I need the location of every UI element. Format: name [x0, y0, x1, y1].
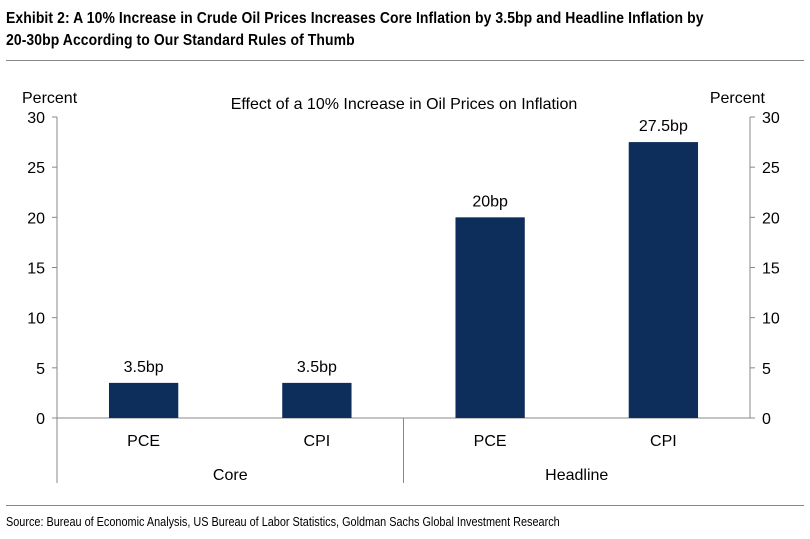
y-tick-label-left: 5	[36, 361, 45, 378]
y-tick-label-right: 5	[762, 361, 771, 378]
bar	[282, 382, 352, 418]
y-axis-label-left: Percent	[22, 90, 78, 107]
y-tick-label-left: 30	[27, 110, 45, 127]
y-tick-label-left: 0	[36, 411, 45, 428]
data-label: 3.5bp	[124, 359, 164, 376]
exhibit-title: Exhibit 2: A 10% Increase in Crude Oil P…	[6, 10, 704, 49]
y-tick-label-left: 20	[27, 210, 45, 227]
y-tick-label-right: 10	[762, 311, 780, 328]
y-tick-label-right: 15	[762, 261, 780, 278]
data-labels: 3.5bp 3.5bp 20bp 27.5bp	[124, 118, 688, 376]
bars	[108, 142, 699, 419]
group-label: Headline	[545, 467, 608, 484]
group-label: Core	[213, 467, 248, 484]
bottom-divider	[6, 505, 804, 506]
y-tick-label-right: 0	[762, 411, 771, 428]
source-note: Source: Bureau of Economic Analysis, US …	[6, 515, 560, 529]
y-tick-label-right: 30	[762, 110, 780, 127]
data-label: 27.5bp	[639, 118, 688, 135]
y-tick-label-left: 10	[27, 311, 45, 328]
chart-title: Effect of a 10% Increase in Oil Prices o…	[231, 96, 578, 113]
category-label: PCE	[474, 433, 507, 450]
y-tick-label-left: 25	[27, 160, 45, 177]
data-label: 3.5bp	[297, 359, 337, 376]
y-tick-label-right: 25	[762, 160, 780, 177]
category-labels: PCE CPI PCE CPI Core Headline	[127, 433, 677, 484]
bar	[108, 382, 179, 418]
y-tick-label-right: 20	[762, 210, 780, 227]
category-label: CPI	[650, 433, 677, 450]
category-label: CPI	[304, 433, 331, 450]
top-divider	[6, 60, 804, 61]
bar	[455, 217, 525, 418]
y-axis-label-right: Percent	[710, 90, 766, 107]
axes: 0 0 5 5 10 10 15 15 20 20 25 25 30 30	[27, 110, 780, 483]
data-label: 20bp	[472, 193, 508, 210]
y-tick-label-left: 15	[27, 261, 45, 278]
bar	[628, 142, 699, 419]
category-label: PCE	[127, 433, 160, 450]
